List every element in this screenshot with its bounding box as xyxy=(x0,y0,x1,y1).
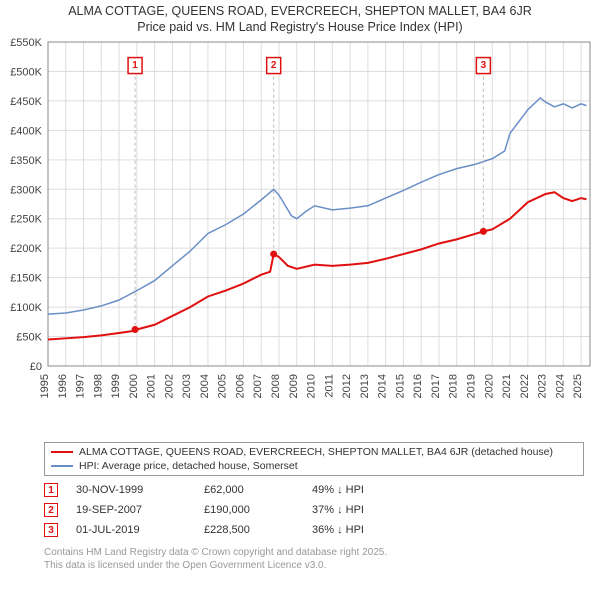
event-dot-1 xyxy=(132,326,139,333)
svg-text:£550K: £550K xyxy=(10,37,42,49)
svg-text:2004: 2004 xyxy=(199,374,211,398)
sale-price: £228,500 xyxy=(204,524,294,536)
sale-date: 01-JUL-2019 xyxy=(76,524,186,536)
sale-hpi-diff: 36% ↓ HPI xyxy=(312,524,402,536)
sale-date: 30-NOV-1999 xyxy=(76,484,186,496)
svg-text:1996: 1996 xyxy=(57,374,69,398)
table-row: 3 01-JUL-2019 £228,500 36% ↓ HPI xyxy=(44,520,584,540)
svg-text:1998: 1998 xyxy=(92,374,104,398)
chart-title: ALMA COTTAGE, QUEENS ROAD, EVERCREECH, S… xyxy=(0,0,600,36)
sale-hpi-diff: 49% ↓ HPI xyxy=(312,484,402,496)
table-marker: 1 xyxy=(44,483,58,497)
footer-line-2: This data is licensed under the Open Gov… xyxy=(44,559,584,572)
event-dot-3 xyxy=(480,228,487,235)
svg-text:2025: 2025 xyxy=(572,374,584,398)
sale-price: £62,000 xyxy=(204,484,294,496)
svg-text:2: 2 xyxy=(271,60,277,71)
svg-text:2012: 2012 xyxy=(341,374,353,398)
sale-hpi-diff: 37% ↓ HPI xyxy=(312,504,402,516)
svg-text:£400K: £400K xyxy=(10,125,42,137)
title-line-2: Price paid vs. HM Land Registry's House … xyxy=(10,20,590,34)
svg-text:2020: 2020 xyxy=(483,374,495,398)
svg-text:2018: 2018 xyxy=(448,374,460,398)
svg-text:2011: 2011 xyxy=(323,374,335,398)
sale-price: £190,000 xyxy=(204,504,294,516)
svg-text:£150K: £150K xyxy=(10,273,42,285)
series-property xyxy=(48,192,586,339)
svg-text:2021: 2021 xyxy=(501,374,513,398)
svg-text:2005: 2005 xyxy=(217,374,229,398)
svg-text:2017: 2017 xyxy=(430,374,442,398)
svg-text:£500K: £500K xyxy=(10,66,42,78)
svg-text:2024: 2024 xyxy=(554,374,566,398)
sale-date: 19-SEP-2007 xyxy=(76,504,186,516)
legend-row: ALMA COTTAGE, QUEENS ROAD, EVERCREECH, S… xyxy=(51,445,577,459)
legend-row: HPI: Average price, detached house, Some… xyxy=(51,459,577,473)
page-root: ALMA COTTAGE, QUEENS ROAD, EVERCREECH, S… xyxy=(0,0,600,572)
svg-text:2008: 2008 xyxy=(270,374,282,398)
svg-text:2003: 2003 xyxy=(181,374,193,398)
svg-text:2010: 2010 xyxy=(306,374,318,398)
legend: ALMA COTTAGE, QUEENS ROAD, EVERCREECH, S… xyxy=(44,442,584,476)
svg-text:2006: 2006 xyxy=(234,374,246,398)
svg-text:3: 3 xyxy=(481,60,487,71)
svg-text:1999: 1999 xyxy=(110,374,122,398)
footer-line-1: Contains HM Land Registry data © Crown c… xyxy=(44,546,584,559)
svg-text:2015: 2015 xyxy=(394,374,406,398)
svg-text:2019: 2019 xyxy=(465,374,477,398)
table-row: 2 19-SEP-2007 £190,000 37% ↓ HPI xyxy=(44,500,584,520)
svg-text:2023: 2023 xyxy=(537,374,549,398)
title-line-1: ALMA COTTAGE, QUEENS ROAD, EVERCREECH, S… xyxy=(10,4,590,18)
svg-text:2007: 2007 xyxy=(252,374,264,398)
legend-label: ALMA COTTAGE, QUEENS ROAD, EVERCREECH, S… xyxy=(79,446,553,458)
table-row: 1 30-NOV-1999 £62,000 49% ↓ HPI xyxy=(44,480,584,500)
svg-text:£350K: £350K xyxy=(10,155,42,167)
svg-text:£250K: £250K xyxy=(10,214,42,226)
svg-text:2000: 2000 xyxy=(128,374,140,398)
svg-text:£50K: £50K xyxy=(16,332,42,344)
legend-swatch xyxy=(51,465,73,467)
svg-text:2016: 2016 xyxy=(412,374,424,398)
legend-label: HPI: Average price, detached house, Some… xyxy=(79,460,298,472)
line-chart-svg: £0 £50K £100K £150K £200K £250K £300K £350K £400… xyxy=(0,36,600,436)
footer-attribution: Contains HM Land Registry data © Crown c… xyxy=(44,546,584,572)
table-marker: 3 xyxy=(44,523,58,537)
event-dot-2 xyxy=(270,251,277,258)
svg-text:2002: 2002 xyxy=(163,374,175,398)
svg-text:£0: £0 xyxy=(30,361,42,373)
svg-text:2013: 2013 xyxy=(359,374,371,398)
table-marker: 2 xyxy=(44,503,58,517)
svg-text:£300K: £300K xyxy=(10,184,42,196)
svg-text:1997: 1997 xyxy=(75,374,87,398)
svg-text:£450K: £450K xyxy=(10,96,42,108)
svg-text:2001: 2001 xyxy=(146,374,158,398)
svg-text:2022: 2022 xyxy=(519,374,531,398)
svg-text:1995: 1995 xyxy=(39,374,51,398)
chart-area: £0 £50K £100K £150K £200K £250K £300K £350K £400… xyxy=(0,36,600,436)
svg-text:£200K: £200K xyxy=(10,243,42,255)
legend-swatch xyxy=(51,451,73,453)
sales-table: 1 30-NOV-1999 £62,000 49% ↓ HPI 2 19-SEP-2007… xyxy=(44,480,584,540)
svg-text:2014: 2014 xyxy=(377,374,389,398)
svg-text:£100K: £100K xyxy=(10,302,42,314)
svg-text:1: 1 xyxy=(132,60,138,71)
svg-text:2009: 2009 xyxy=(288,374,300,398)
